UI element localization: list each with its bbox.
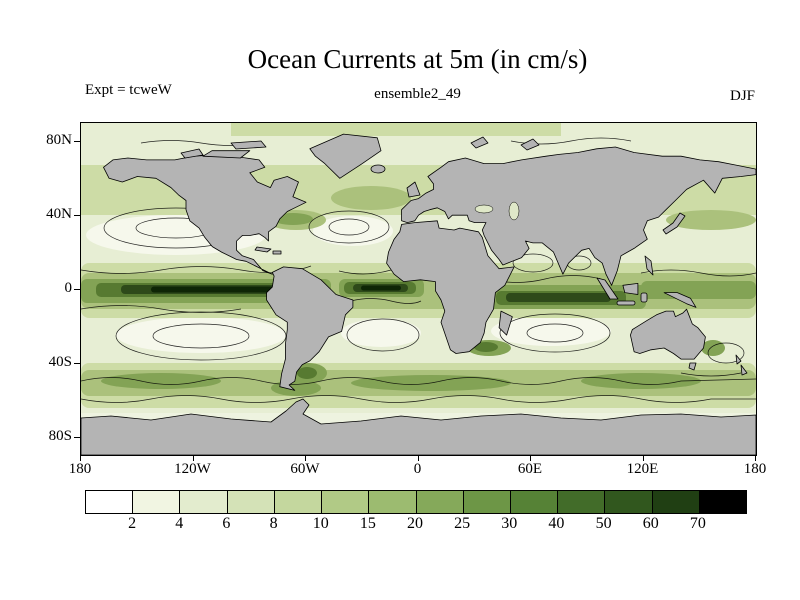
x-axis-tick-mark xyxy=(80,456,81,461)
svalbard xyxy=(470,136,489,149)
world-map-panel xyxy=(80,122,757,456)
ensemble-label: ensemble2_49 xyxy=(374,86,461,102)
greenland xyxy=(309,133,382,179)
x-axis-tick-mark xyxy=(192,456,194,461)
africa xyxy=(386,220,515,354)
colorbar-segment xyxy=(322,491,370,513)
colorbar-segment xyxy=(699,491,747,513)
colorbar-level-label: 40 xyxy=(548,515,565,532)
x-axis-tick-label: 180 xyxy=(743,461,767,477)
arctic-islands-3 xyxy=(230,140,267,150)
united-kingdom xyxy=(406,181,421,198)
y-axis-tick-mark xyxy=(74,436,80,438)
colorbar-level-label: 2 xyxy=(128,515,137,532)
caspian-sea xyxy=(508,201,520,221)
australia xyxy=(630,308,706,360)
cuba xyxy=(254,246,272,253)
x-axis-tick-mark xyxy=(305,456,306,461)
colorbar-segment xyxy=(86,491,134,513)
colorbar-level-label: 15 xyxy=(359,515,376,532)
x-axis-tick-mark xyxy=(755,456,756,461)
sulawesi xyxy=(640,292,648,303)
colorbar-level-label: 8 xyxy=(269,515,278,532)
colorbar xyxy=(85,490,747,514)
colorbar-labels: 2 4 6 8 10 15 20 25 30 40 50 60 70 xyxy=(85,515,745,535)
y-axis-tick-mark xyxy=(74,141,80,143)
arctic-islands-1 xyxy=(202,150,251,159)
tasmania xyxy=(688,362,697,371)
season-label: DJF xyxy=(729,88,755,104)
colorbar-segment xyxy=(274,491,323,513)
madagascar xyxy=(498,310,513,336)
y-axis-tick-label: 40N xyxy=(46,206,72,223)
continents xyxy=(81,133,756,455)
x-axis-tick-label: 60E xyxy=(517,461,543,477)
north-america xyxy=(103,154,307,275)
new-zealand-north xyxy=(735,354,742,365)
antarctica xyxy=(81,398,756,455)
colorbar-level-label: 25 xyxy=(454,515,471,532)
colorbar-level-label: 50 xyxy=(595,515,612,532)
y-axis-tick-mark xyxy=(74,289,80,290)
experiment-label: Expt = tcweW xyxy=(85,82,172,98)
colorbar-level-label: 10 xyxy=(312,515,329,532)
page-title: Ocean Currents at 5m (in cm/s) xyxy=(247,44,588,74)
colorbar-level-label: 6 xyxy=(222,515,231,532)
black-sea xyxy=(474,204,494,214)
x-axis-tick-mark xyxy=(417,456,419,461)
y-axis-tick-label: 40S xyxy=(48,353,72,370)
hispaniola xyxy=(272,250,282,255)
world-map-svg xyxy=(81,123,756,455)
y-axis-tick-mark xyxy=(74,215,80,217)
colorbar-level-label: 60 xyxy=(642,515,659,532)
y-axis-tick-label: 80S xyxy=(48,427,72,444)
new-guinea xyxy=(663,292,697,308)
colorbar-segment xyxy=(180,491,228,513)
x-axis-tick-mark xyxy=(642,456,644,461)
x-axis-tick-label: 120W xyxy=(174,461,211,477)
colorbar-segment xyxy=(133,491,181,513)
colorbar-segment xyxy=(227,491,275,513)
x-axis-tick-label: 180 xyxy=(68,461,92,477)
novaya-zemlya xyxy=(520,138,540,151)
colorbar-segment xyxy=(463,491,511,513)
y-axis-tick-label: 80N xyxy=(46,132,72,149)
eurasia xyxy=(401,146,756,286)
iceland xyxy=(370,164,386,174)
colorbar-level-label: 20 xyxy=(407,515,423,532)
colorbar-segment xyxy=(510,491,559,513)
philippines xyxy=(644,255,654,276)
x-axis-tick-label: 0 xyxy=(413,461,422,477)
colorbar-segment xyxy=(416,491,464,513)
x-axis-tick-label: 120E xyxy=(626,461,659,477)
south-america xyxy=(266,266,354,391)
x-axis-tick-mark xyxy=(530,456,531,461)
colorbar-segment xyxy=(652,491,700,513)
colorbar-level-label: 4 xyxy=(175,515,184,532)
colorbar-segment xyxy=(369,491,417,513)
java xyxy=(616,300,636,306)
new-zealand-south xyxy=(740,364,748,376)
borneo xyxy=(622,283,639,295)
x-axis-tick-label: 60W xyxy=(290,461,320,477)
sumatra xyxy=(596,277,619,300)
japan xyxy=(662,212,686,235)
colorbar-segment xyxy=(605,491,653,513)
y-axis-tick-mark xyxy=(74,362,80,364)
y-axis-tick-label: 0 xyxy=(64,280,73,296)
arctic-islands-2 xyxy=(180,148,204,159)
colorbar-level-label: 30 xyxy=(501,515,518,532)
colorbar-segment xyxy=(558,491,606,513)
colorbar-level-label: 70 xyxy=(689,515,706,532)
